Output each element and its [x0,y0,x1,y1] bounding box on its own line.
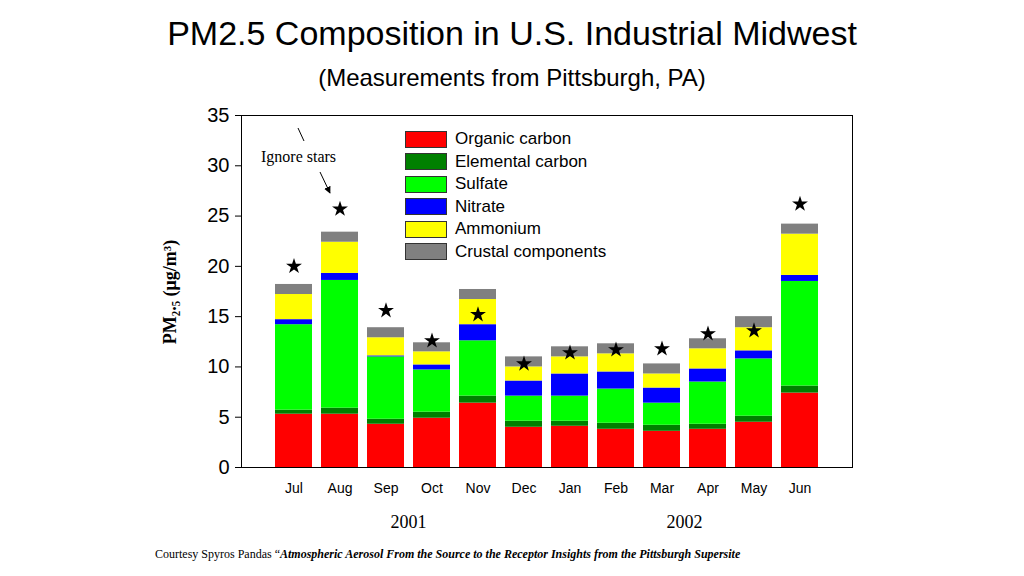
html-text:Elemental carbon: Elemental carbon [455,151,588,171]
svg-text:Apr: Apr [697,480,719,496]
html-text:Organic carbon: Organic carbon [455,129,572,149]
html-text:Crustal components: Crustal components [455,241,607,261]
svg-text:30: 30 [207,154,229,176]
svg-text:25: 25 [207,204,229,226]
html-text:(Measurements from Pittsburgh,: (Measurements from Pittsburgh, PA) [318,64,706,91]
svg-text:10: 10 [207,355,229,377]
html-text:2001: 2001 [390,512,427,532]
svg-text:Feb: Feb [604,480,628,496]
svg-text:Mar: Mar [650,480,674,496]
html-text:Courtesy Spyros Pandas “ Atmos: Courtesy Spyros Pandas “ Atmospheric Aer… [155,547,741,561]
svg-text:Sep: Sep [374,480,399,496]
svg-text:15: 15 [207,305,229,327]
html-text:Ammonium: Ammonium [455,219,541,239]
html-text:Sulfate: Sulfate [455,174,508,194]
svg-text:5: 5 [218,406,229,428]
svg-text:Aug: Aug [328,480,353,496]
html-text:2002: 2002 [666,512,703,532]
svg-text:Jun: Jun [789,480,812,496]
html-text:Nitrate: Nitrate [455,196,506,216]
html-text:PM2.5 Composition in U.S. Indu: PM2.5 Composition in U.S. Industrial Mid… [167,14,857,52]
svg-text:May: May [741,480,767,496]
svg-text:0: 0 [218,456,229,478]
svg-text:Jul: Jul [285,480,303,496]
svg-text:Nov: Nov [466,480,491,496]
svg-text:Oct: Oct [421,480,443,496]
svg-text:20: 20 [207,255,229,277]
svg-text:Dec: Dec [512,480,537,496]
html-text:PM₂.₅ (μg/m³): PM₂.₅ (μg/m³) [160,239,180,345]
svg-text:35: 35 [207,104,229,126]
html-text:Ignore stars: Ignore stars [261,148,337,165]
svg-text:Jan: Jan [559,480,582,496]
